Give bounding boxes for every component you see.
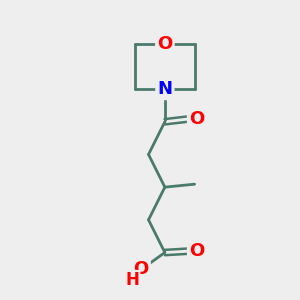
Text: O: O <box>157 35 172 53</box>
Text: O: O <box>189 242 204 260</box>
Text: N: N <box>158 80 172 98</box>
Text: O: O <box>189 110 204 128</box>
Text: O: O <box>134 260 149 278</box>
Text: H: H <box>125 271 139 289</box>
